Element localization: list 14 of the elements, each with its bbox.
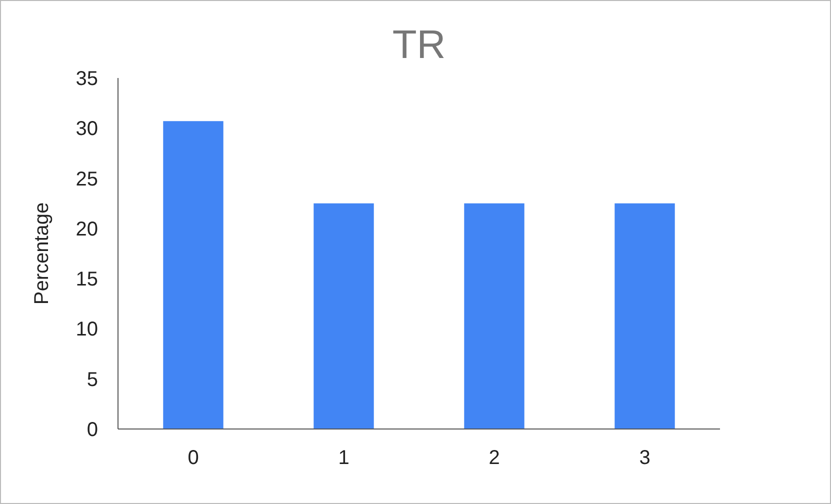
y-tick-label: 0: [86, 419, 98, 441]
x-tick-label: 0: [188, 447, 199, 469]
x-tick-label: 3: [639, 447, 650, 469]
y-tick-label: 20: [76, 218, 98, 240]
y-axis-title: Percentage: [31, 202, 53, 305]
y-tick-label: 35: [76, 68, 98, 90]
y-tick-label: 25: [76, 168, 98, 190]
x-tick-label: 1: [338, 447, 350, 469]
y-tick-label: 5: [86, 368, 98, 391]
y-tick-label: 10: [76, 318, 98, 341]
y-tick-label: 30: [76, 118, 98, 140]
y-tick-label: 15: [76, 268, 98, 291]
x-tick-label: 2: [488, 447, 500, 469]
chart-title: TR: [392, 23, 446, 67]
